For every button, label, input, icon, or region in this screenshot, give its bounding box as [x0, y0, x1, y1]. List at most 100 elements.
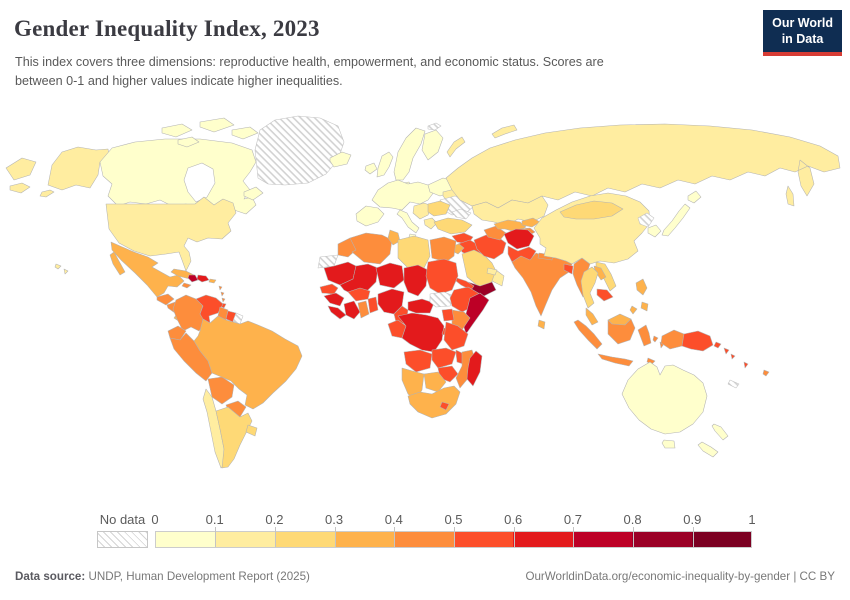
country-tunisia[interactable] — [387, 229, 401, 246]
country-tanzania[interactable] — [443, 321, 469, 351]
country-fiji[interactable] — [762, 369, 770, 377]
country-guinea[interactable] — [323, 292, 345, 307]
country-sulawesi[interactable] — [637, 324, 652, 347]
country-newfoundland[interactable] — [243, 186, 264, 201]
country-togo-benin[interactable] — [367, 296, 379, 314]
country-greenland[interactable] — [254, 115, 345, 186]
country-india[interactable] — [511, 252, 573, 317]
country-ghana[interactable] — [357, 300, 370, 319]
country-iberia[interactable] — [355, 205, 385, 227]
country-hawaii[interactable] — [54, 263, 69, 275]
country-kenya[interactable] — [451, 309, 471, 331]
country-madagascar[interactable] — [466, 350, 483, 387]
country-balkans[interactable] — [412, 202, 433, 220]
country-chukotka[interactable] — [5, 157, 37, 194]
country-ivory-coast[interactable] — [343, 300, 361, 320]
country-finland[interactable] — [421, 129, 444, 161]
country-dominican-republic[interactable] — [196, 274, 210, 283]
country-burkina-faso[interactable] — [347, 287, 371, 302]
legend-bin[interactable] — [691, 532, 751, 547]
country-borneo-indonesia[interactable] — [607, 318, 636, 345]
country-turkmenistan[interactable] — [483, 225, 507, 241]
country-russia[interactable] — [445, 123, 841, 209]
country-japan[interactable] — [661, 190, 702, 237]
country-canada-arctic-4[interactable] — [177, 136, 200, 148]
country-lesser-antilles[interactable] — [218, 285, 226, 303]
country-australia[interactable] — [621, 361, 708, 435]
legend-bin[interactable] — [394, 532, 454, 547]
country-kyrgyzstan[interactable] — [521, 217, 541, 228]
country-venezuela[interactable] — [195, 294, 224, 324]
country-niger[interactable] — [375, 262, 405, 289]
country-botswana[interactable] — [423, 371, 447, 393]
country-algeria[interactable] — [349, 232, 393, 265]
country-sri-lanka[interactable] — [537, 319, 546, 330]
country-novaya-zemlya-2[interactable] — [491, 124, 518, 139]
legend-bin[interactable] — [334, 532, 394, 547]
country-uganda[interactable] — [441, 308, 455, 322]
country-alaska[interactable] — [39, 146, 111, 198]
country-kazakhstan[interactable] — [471, 195, 549, 227]
country-north-korea[interactable] — [637, 212, 655, 228]
country-canada-arctic-3[interactable] — [231, 126, 259, 140]
country-svalbard[interactable] — [427, 122, 442, 131]
country-ireland[interactable] — [364, 162, 378, 175]
country-iceland[interactable] — [329, 151, 352, 168]
country-thailand[interactable] — [580, 266, 599, 309]
country-sierra-leone-liberia[interactable] — [327, 305, 347, 320]
country-west-papua[interactable] — [660, 329, 685, 350]
country-peru[interactable] — [169, 332, 213, 382]
country-philippines[interactable] — [629, 278, 649, 315]
country-canada-arctic-2[interactable] — [199, 117, 235, 133]
country-puerto-rico[interactable] — [208, 278, 217, 284]
country-vanuatu[interactable] — [743, 361, 749, 369]
country-uk[interactable] — [376, 151, 394, 178]
country-south-korea[interactable] — [647, 224, 662, 238]
country-new-zealand[interactable] — [697, 423, 729, 458]
country-afghanistan[interactable] — [503, 228, 535, 250]
country-malaysia[interactable] — [585, 307, 599, 326]
legend-no-data-swatch[interactable] — [97, 531, 148, 548]
legend-bin[interactable] — [632, 532, 692, 547]
country-sumatra[interactable] — [573, 319, 603, 350]
country-senegal[interactable] — [319, 283, 339, 295]
country-zambia[interactable] — [431, 347, 457, 369]
country-romania-bulgaria[interactable] — [427, 200, 451, 217]
country-dr-congo[interactable] — [397, 312, 445, 353]
legend-bin[interactable] — [215, 532, 275, 547]
footer-link[interactable]: OurWorldinData.org/economic-inequality-b… — [525, 570, 835, 583]
country-central-african-republic[interactable] — [407, 298, 435, 314]
country-chad[interactable] — [403, 264, 429, 297]
country-lesotho[interactable] — [439, 401, 450, 411]
country-mongolia[interactable] — [559, 200, 624, 220]
owid-logo[interactable]: Our World in Data — [763, 10, 842, 57]
country-cambodia[interactable] — [596, 288, 614, 302]
country-novaya-zemlya-1[interactable] — [446, 136, 466, 158]
country-mexico[interactable] — [109, 241, 185, 298]
country-greece[interactable] — [423, 217, 438, 230]
country-canada-arctic-1[interactable] — [161, 123, 193, 138]
legend-bin[interactable] — [513, 532, 573, 547]
country-tasmania[interactable] — [661, 439, 676, 449]
country-south-sudan[interactable] — [429, 291, 455, 308]
country-argentina[interactable] — [215, 406, 253, 469]
country-angola[interactable] — [403, 349, 433, 373]
country-uruguay[interactable] — [245, 424, 258, 437]
country-jamaica[interactable] — [181, 282, 192, 289]
country-south-africa[interactable] — [407, 385, 461, 419]
country-norway-sweden[interactable] — [393, 127, 426, 181]
country-new-caledonia[interactable] — [727, 379, 740, 389]
legend-bin[interactable] — [453, 532, 513, 547]
country-bangladesh[interactable] — [563, 263, 574, 275]
country-java[interactable] — [597, 353, 634, 367]
legend-bin[interactable] — [156, 532, 216, 547]
country-egypt[interactable] — [429, 236, 457, 263]
country-turkey[interactable] — [433, 217, 473, 235]
country-uae[interactable] — [486, 267, 498, 276]
country-sudan[interactable] — [425, 258, 459, 295]
legend-bin[interactable] — [572, 532, 632, 547]
country-solomon-islands[interactable] — [713, 341, 736, 360]
country-papua-new-guinea[interactable] — [681, 330, 714, 352]
country-usa[interactable] — [105, 196, 237, 272]
country-haiti[interactable] — [187, 274, 199, 283]
